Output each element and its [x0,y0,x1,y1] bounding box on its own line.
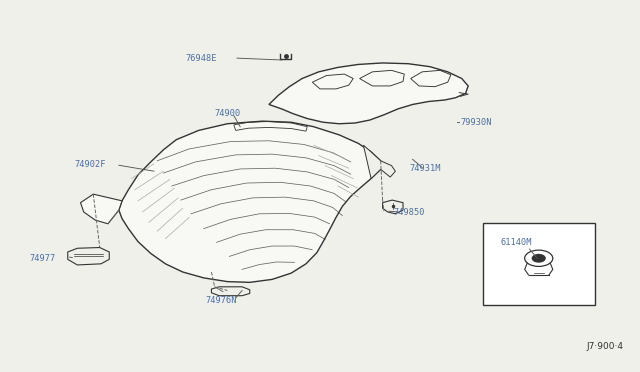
Text: 74976N: 74976N [205,296,237,305]
Polygon shape [68,247,109,265]
Text: 74977: 74977 [29,254,56,263]
Text: 74931M: 74931M [410,164,441,173]
Polygon shape [119,121,381,282]
Polygon shape [364,145,396,179]
Text: 61140M: 61140M [500,238,532,247]
Circle shape [532,254,545,262]
Bar [483,223,595,305]
Text: 74900: 74900 [214,109,241,118]
Polygon shape [211,287,250,296]
Polygon shape [269,63,468,124]
Polygon shape [81,194,122,224]
Text: 79930N: 79930N [461,119,492,128]
Text: J7·900·4: J7·900·4 [586,342,623,351]
Text: 749850: 749850 [394,208,425,217]
Text: 76948E: 76948E [186,54,218,62]
Text: 74902F: 74902F [74,160,106,169]
